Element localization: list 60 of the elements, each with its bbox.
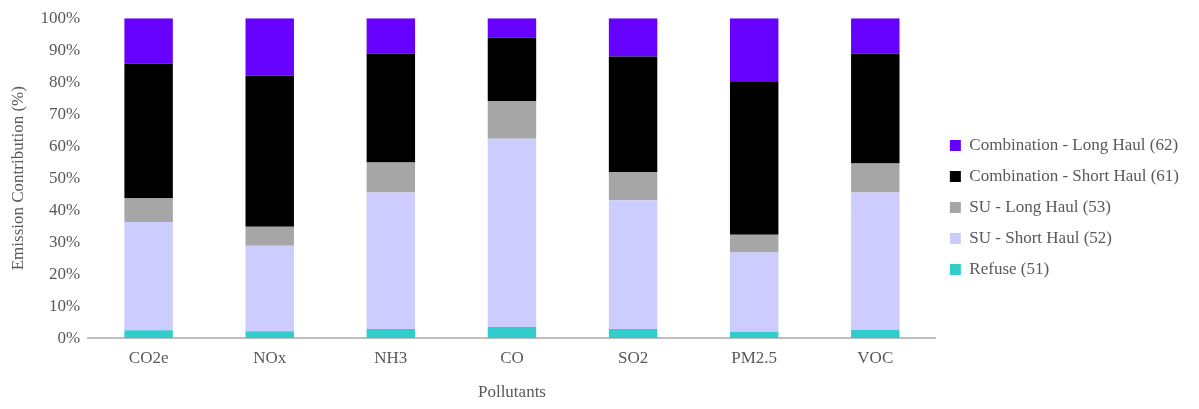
y-tick-label: 80%: [48, 71, 81, 91]
bar: [245, 75, 294, 227]
bar: [851, 53, 900, 164]
y-tick-label: 30%: [48, 231, 81, 251]
bar: [245, 331, 294, 339]
bar: [487, 18, 537, 38]
legend-label: Combination - Long Haul (62): [969, 134, 1179, 154]
bar: [124, 198, 173, 223]
bar: [487, 101, 537, 139]
bar: [245, 18, 294, 76]
bar: [366, 53, 416, 163]
bar: [608, 200, 658, 329]
bar: [851, 329, 900, 339]
bar: [487, 138, 537, 327]
bar: [608, 56, 658, 173]
legend-label: Refuse (51): [969, 258, 1050, 278]
y-tick-label: 60%: [48, 135, 81, 155]
legend-label: SU - Short Haul (52): [969, 227, 1112, 247]
y-tick-label: 10%: [48, 295, 81, 315]
y-tick-label: 70%: [48, 103, 81, 123]
bar: [245, 245, 294, 332]
bar: [608, 18, 658, 57]
bar: [124, 63, 173, 199]
y-tick-label: 0%: [57, 327, 81, 347]
bar: [851, 18, 900, 54]
bar: [608, 328, 658, 339]
bar: [729, 234, 779, 253]
bar: [487, 37, 537, 102]
x-tick-label: CO: [500, 347, 524, 367]
legend-label: Combination - Short Haul (61): [969, 165, 1180, 185]
y-tick-label: 100%: [40, 7, 81, 27]
bar: [124, 330, 173, 339]
bar: [124, 222, 173, 331]
x-tick-label: NOx: [253, 347, 287, 367]
x-axis-title: Pollutants: [477, 382, 546, 402]
x-tick-label: NH3: [374, 347, 408, 367]
y-tick-label: 90%: [48, 39, 81, 59]
bar: [366, 162, 416, 193]
x-tick-label: PM2.5: [731, 347, 778, 367]
x-tick-label: VOC: [857, 347, 894, 367]
y-tick-label: 20%: [48, 263, 81, 283]
bar: [124, 18, 173, 64]
bar: [729, 18, 779, 82]
bar: [608, 172, 658, 201]
y-axis-title: Emission Contribution (%): [7, 86, 27, 271]
bar: [729, 252, 779, 332]
bar: [729, 331, 779, 339]
bar: [245, 226, 294, 246]
y-tick-label: 40%: [48, 199, 81, 219]
bar: [851, 192, 900, 330]
x-tick-label: SO2: [617, 347, 649, 367]
bar: [366, 18, 416, 54]
bar: [487, 327, 537, 339]
legend-label: SU - Long Haul (53): [969, 196, 1112, 216]
bar: [366, 328, 416, 339]
bar: [366, 192, 416, 329]
bar: [851, 163, 900, 193]
bar: [729, 81, 779, 235]
x-tick-label: CO2e: [128, 347, 169, 367]
y-tick-label: 50%: [48, 167, 81, 187]
